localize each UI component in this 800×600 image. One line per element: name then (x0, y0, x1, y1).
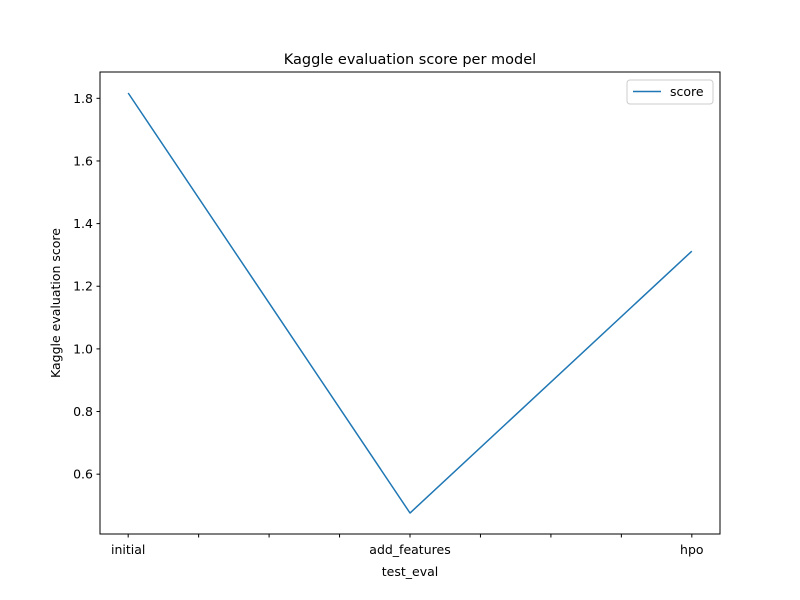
x-tick-label: add_features (369, 542, 450, 557)
y-tick-label: 1.2 (73, 279, 93, 294)
y-axis-ticks: 0.6 0.8 1.0 1.2 1.4 1.6 1.8 (73, 91, 100, 482)
legend-label-score: score (670, 84, 704, 99)
legend: score (626, 79, 714, 105)
y-tick-label: 1.6 (73, 153, 93, 168)
x-axis-ticks: initial add_features hpo (111, 534, 704, 557)
y-tick-label: 0.6 (73, 467, 93, 482)
y-axis-label: Kaggle evaluation score (48, 228, 63, 378)
y-tick-label: 1.4 (73, 216, 93, 231)
y-tick-label: 1.8 (73, 91, 93, 106)
legend-box (626, 79, 714, 105)
x-tick-label: hpo (680, 542, 704, 557)
chart-title: Kaggle evaluation score per model (284, 52, 536, 68)
series-layer (127, 92, 693, 514)
y-tick-label: 1.0 (73, 341, 93, 356)
y-tick-label: 0.8 (73, 404, 93, 419)
x-axis-label: test_eval (382, 564, 438, 579)
x-tick-label: initial (111, 542, 145, 557)
